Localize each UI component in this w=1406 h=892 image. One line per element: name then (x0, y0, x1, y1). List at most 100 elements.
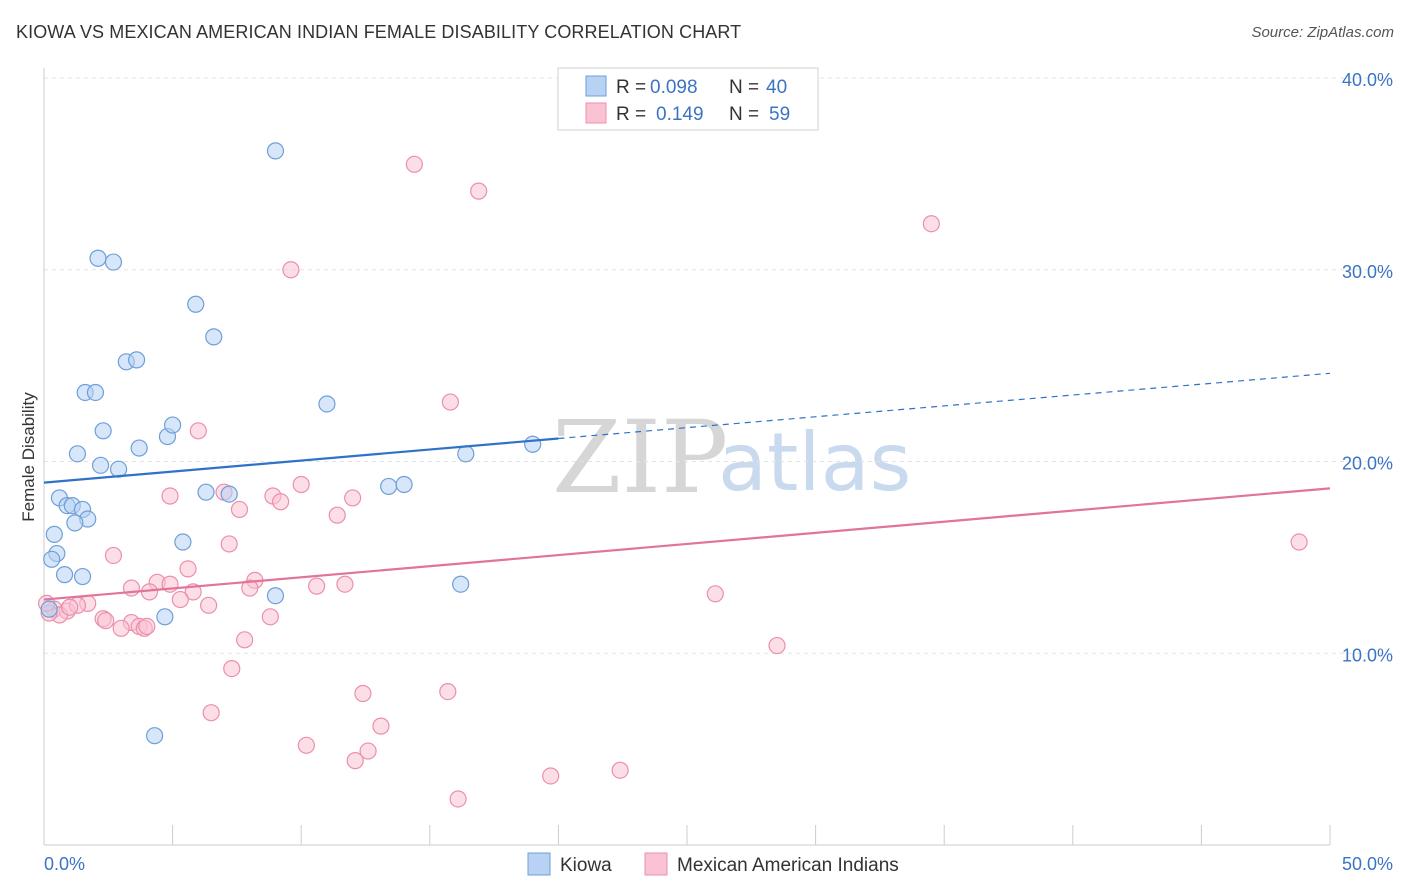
mexican-point-13 (328, 506, 346, 524)
bottom-legend-swatch-kiowa (527, 852, 551, 876)
mexican-point-37 (97, 612, 115, 630)
kiowa-point-9 (318, 395, 336, 413)
y-axis-label: Female Disability (19, 392, 38, 522)
kiowa-point-34 (73, 567, 92, 586)
kiowa-point-16 (457, 445, 475, 463)
bottom-legend-mexican: Mexican American Indians (677, 855, 899, 876)
kiowa-point-4 (205, 328, 223, 346)
series-kiowa (40, 142, 542, 745)
y-tick-label-10: 10.0% (1342, 645, 1393, 665)
mexican-point-3 (282, 261, 300, 279)
legend-kiowa-r-label: R = (616, 77, 646, 98)
mexican-point-24 (336, 575, 354, 593)
mexican-point-23 (308, 577, 326, 595)
kiowa-point-20 (197, 483, 215, 501)
watermark-atlas: atlas (718, 416, 911, 509)
mexican-point-54 (611, 761, 629, 779)
mexican-point-47 (354, 684, 372, 703)
kiowa-point-36 (266, 587, 285, 605)
kiowa-point-17 (91, 456, 110, 474)
mexican-point-42 (138, 617, 156, 636)
kiowa-point-8 (86, 383, 105, 402)
mexican-point-58 (61, 598, 79, 616)
mexican-point-14 (1290, 533, 1308, 551)
series-legend: Kiowa Mexican American Indians (527, 852, 899, 876)
legend-mexican-n-label: N = (729, 104, 759, 125)
x-axis-ticks (43, 825, 1331, 845)
kiowa-point-23 (395, 475, 413, 494)
kiowa-point-2 (104, 253, 123, 271)
kiowa-point-11 (94, 422, 112, 440)
mexican-point-22 (241, 579, 259, 597)
legend-swatch-kiowa (585, 75, 607, 97)
mexican-point-6 (161, 487, 179, 505)
mexican-point-29 (200, 596, 218, 614)
kiowa-point-30 (174, 533, 192, 551)
chart-title: KIOWA VS MEXICAN AMERICAN INDIAN FEMALE … (16, 22, 742, 42)
bottom-legend-kiowa: Kiowa (560, 855, 612, 876)
kiowa-point-37 (40, 600, 58, 618)
mexican-point-55 (542, 767, 560, 785)
mexican-point-2 (922, 215, 940, 233)
mexican-point-0 (405, 155, 423, 173)
kiowa-point-21 (220, 485, 238, 503)
mexican-point-49 (202, 704, 220, 722)
mexican-point-51 (297, 736, 315, 754)
mexican-point-44 (236, 631, 254, 649)
legend-swatch-mexican (585, 102, 607, 124)
kiowa-point-29 (45, 525, 63, 543)
kiowa-point-28 (66, 514, 84, 532)
source-label: Source: ZipAtlas.com (1251, 24, 1394, 41)
gridlines (44, 77, 1393, 654)
kiowa-point-3 (187, 295, 205, 313)
mexican-point-50 (372, 717, 390, 735)
mexican-point-5 (189, 422, 207, 440)
kiowa-point-35 (452, 575, 470, 593)
mexican-point-28 (171, 590, 189, 609)
mexican-point-45 (768, 636, 786, 655)
mexican-point-27 (706, 585, 724, 603)
mexican-trend-line (43, 487, 1331, 601)
trend-lines (43, 372, 1331, 601)
kiowa-point-39 (145, 727, 164, 745)
x-tick-label-min: 0.0% (44, 854, 85, 874)
legend-kiowa-r-value: 0.098 (650, 77, 698, 98)
mexican-point-52 (359, 742, 377, 760)
kiowa-point-14 (68, 445, 87, 463)
mexican-point-48 (439, 682, 457, 701)
legend-mexican-n-value: 59 (769, 104, 790, 125)
watermark-zip: ZIP (552, 399, 728, 516)
legend-kiowa-n-label: N = (729, 77, 759, 98)
kiowa-point-13 (130, 439, 148, 457)
kiowa-trend-line (43, 437, 559, 484)
mexican-point-20 (122, 579, 141, 597)
series-mexican-american-indians (37, 155, 1308, 808)
correlation-legend: R = 0.098 N = 40 R = 0.149 N = 59 (557, 67, 819, 131)
kiowa-trend-extension (558, 372, 1331, 440)
mexican-point-9 (292, 475, 310, 494)
legend-kiowa-n-value: 40 (766, 77, 787, 98)
mexican-point-4 (441, 393, 459, 411)
kiowa-point-32 (43, 550, 61, 568)
mexican-point-12 (230, 500, 249, 519)
kiowa-point-38 (156, 608, 174, 626)
mexican-point-16 (104, 546, 123, 565)
x-tick-label-max: 50.0% (1342, 854, 1393, 874)
mexican-point-1 (470, 182, 488, 200)
kiowa-point-12 (164, 416, 182, 434)
kiowa-point-22 (380, 477, 398, 496)
legend-mexican-r-value: 0.149 (656, 104, 704, 125)
y-tick-label-40: 40.0% (1342, 70, 1393, 90)
mexican-point-17 (179, 560, 197, 578)
mexican-point-8 (272, 493, 290, 511)
bottom-legend-swatch-mexican (644, 852, 668, 876)
y-tick-label-20: 20.0% (1342, 454, 1393, 474)
y-tick-labels: 10.0% 20.0% 30.0% 40.0% (1342, 70, 1393, 665)
mexican-point-53 (346, 752, 364, 770)
mexican-point-15 (220, 535, 238, 553)
mexican-point-40 (112, 619, 130, 637)
kiowa-point-15 (524, 435, 542, 453)
y-tick-label-30: 30.0% (1342, 262, 1393, 282)
mexican-point-43 (261, 608, 279, 626)
